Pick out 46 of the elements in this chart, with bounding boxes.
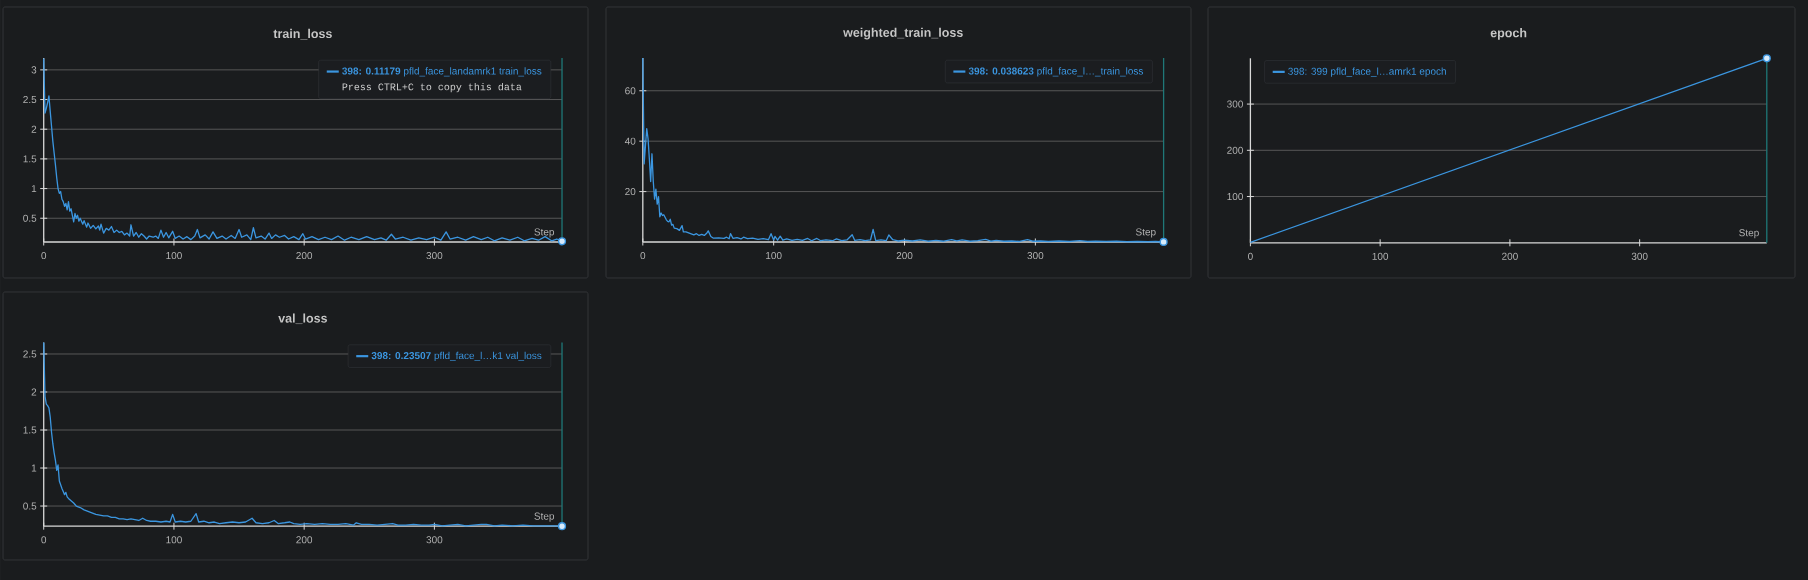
x-tick-label: 0 [41, 536, 47, 544]
x-tick-label: 200 [896, 252, 913, 260]
x-axis-title: Step [534, 228, 555, 238]
x-tick-label: 0 [1248, 252, 1253, 260]
x-tick-label: 300 [1631, 252, 1648, 260]
y-tick-label: 1 [31, 185, 37, 193]
chart-title: val_loss [278, 313, 328, 325]
y-tick-label: 2.5 [23, 96, 37, 104]
x-tick-label: 200 [1502, 252, 1518, 260]
y-tick-label: 300 [1227, 100, 1243, 108]
y-tick-label: 1.5 [23, 426, 37, 434]
y-tick-label: 0.5 [23, 214, 37, 222]
y-tick-label: 1.5 [23, 155, 37, 163]
y-tick-label: 60 [625, 87, 636, 95]
legend-label: 398: 0.038623 pfld_face_l…_train_loss [968, 67, 1144, 77]
legend-label: 398: 399 pfld_face_l…amrk1 epoch [1288, 67, 1446, 77]
y-tick-label: 200 [1227, 146, 1243, 154]
legend-label: 398: 0.23507 pfld_face_l…k1 val_loss [371, 351, 542, 362]
legend-label: 398: 0.11179 pfld_face_landamrk1 train_loss [342, 67, 542, 77]
x-axis-title: Step [1135, 228, 1156, 238]
x-axis-title: Step [1739, 229, 1759, 239]
y-tick-label: 2 [31, 125, 37, 133]
x-axis-title: Step [534, 512, 555, 522]
x-tick-label: 300 [1027, 252, 1044, 260]
y-tick-label: 40 [624, 137, 636, 145]
y-tick-label: 20 [625, 188, 636, 196]
x-tick-label: 100 [1372, 252, 1389, 260]
y-tick-label: 100 [1227, 193, 1243, 201]
x-tick-label: 100 [766, 252, 782, 260]
chart-title: train_loss [273, 28, 332, 40]
y-tick-label: 0.5 [23, 502, 37, 510]
x-tick-label: 200 [296, 536, 313, 544]
annotation: Press CTRL+C to copy this data [342, 82, 522, 93]
y-tick-label: 2 [31, 388, 37, 396]
x-tick-label: 0 [41, 252, 47, 260]
chart-title: epoch [1490, 28, 1527, 40]
y-tick-label: 1 [31, 464, 37, 472]
x-tick-label: 300 [426, 536, 443, 544]
x-tick-label: 0 [640, 252, 646, 260]
chart-title: weighted_train_loss [843, 27, 963, 40]
x-tick-label: 100 [166, 252, 182, 260]
x-tick-label: 200 [296, 252, 313, 260]
y-tick-label: 3 [31, 66, 37, 74]
x-tick-label: 100 [166, 536, 182, 544]
y-tick-label: 2.5 [23, 350, 37, 358]
x-tick-label: 300 [426, 252, 443, 260]
